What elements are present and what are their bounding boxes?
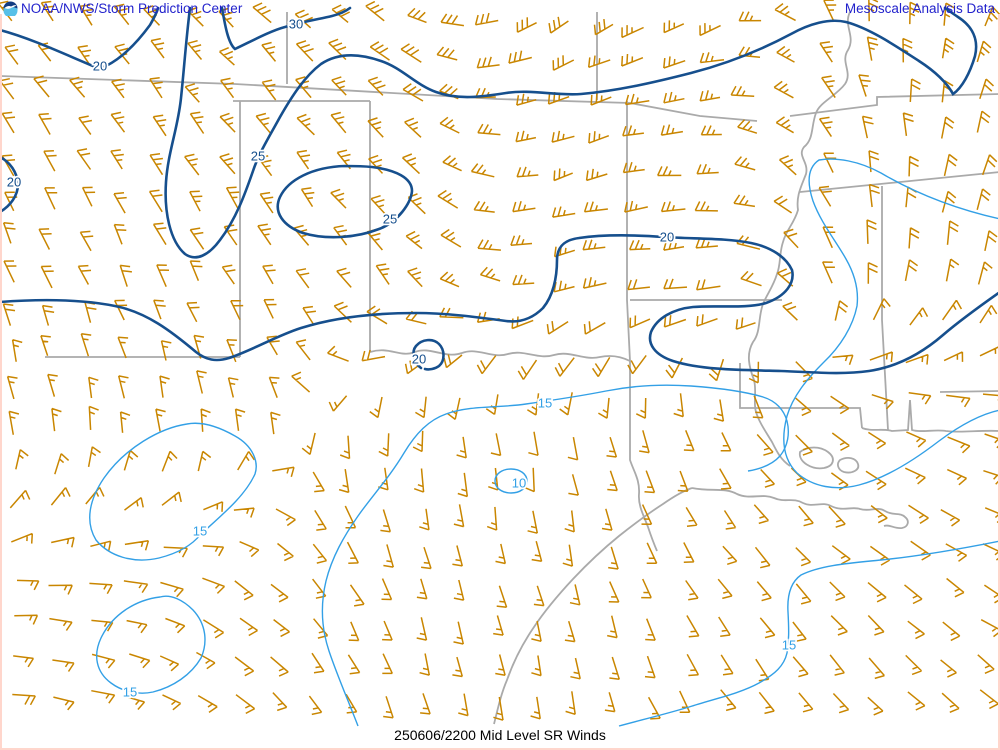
header-left-link[interactable]: NOAA/NWS/Storm Prediction Center — [21, 1, 243, 16]
svg-text:20: 20 — [93, 59, 107, 74]
svg-text:20: 20 — [7, 175, 21, 190]
svg-text:15: 15 — [782, 638, 796, 653]
svg-text:15: 15 — [123, 685, 137, 700]
map-caption: 250606/2200 Mid Level SR Winds — [394, 727, 606, 743]
svg-text:15: 15 — [193, 524, 207, 539]
frame-left — [0, 14, 2, 750]
svg-text:15: 15 — [538, 396, 552, 411]
state-borders — [0, 11, 1000, 725]
frame-right — [998, 14, 1000, 750]
contours-dark — [0, 6, 1000, 375]
frame-bottom — [0, 748, 1000, 750]
svg-text:20: 20 — [412, 352, 426, 367]
header-right-link[interactable]: Mesoscale Analysis Data — [844, 1, 995, 16]
noaa-logo[interactable] — [3, 1, 18, 16]
contour-labels: 15 10 15 15 15 20 30 20 25 25 20 20 — [5, 15, 798, 702]
svg-text:25: 25 — [251, 149, 265, 164]
svg-text:25: 25 — [383, 212, 397, 227]
svg-text:30: 30 — [289, 17, 303, 32]
svg-text:20: 20 — [660, 230, 674, 245]
contours-light — [89, 158, 1000, 727]
svg-text:10: 10 — [512, 476, 526, 491]
